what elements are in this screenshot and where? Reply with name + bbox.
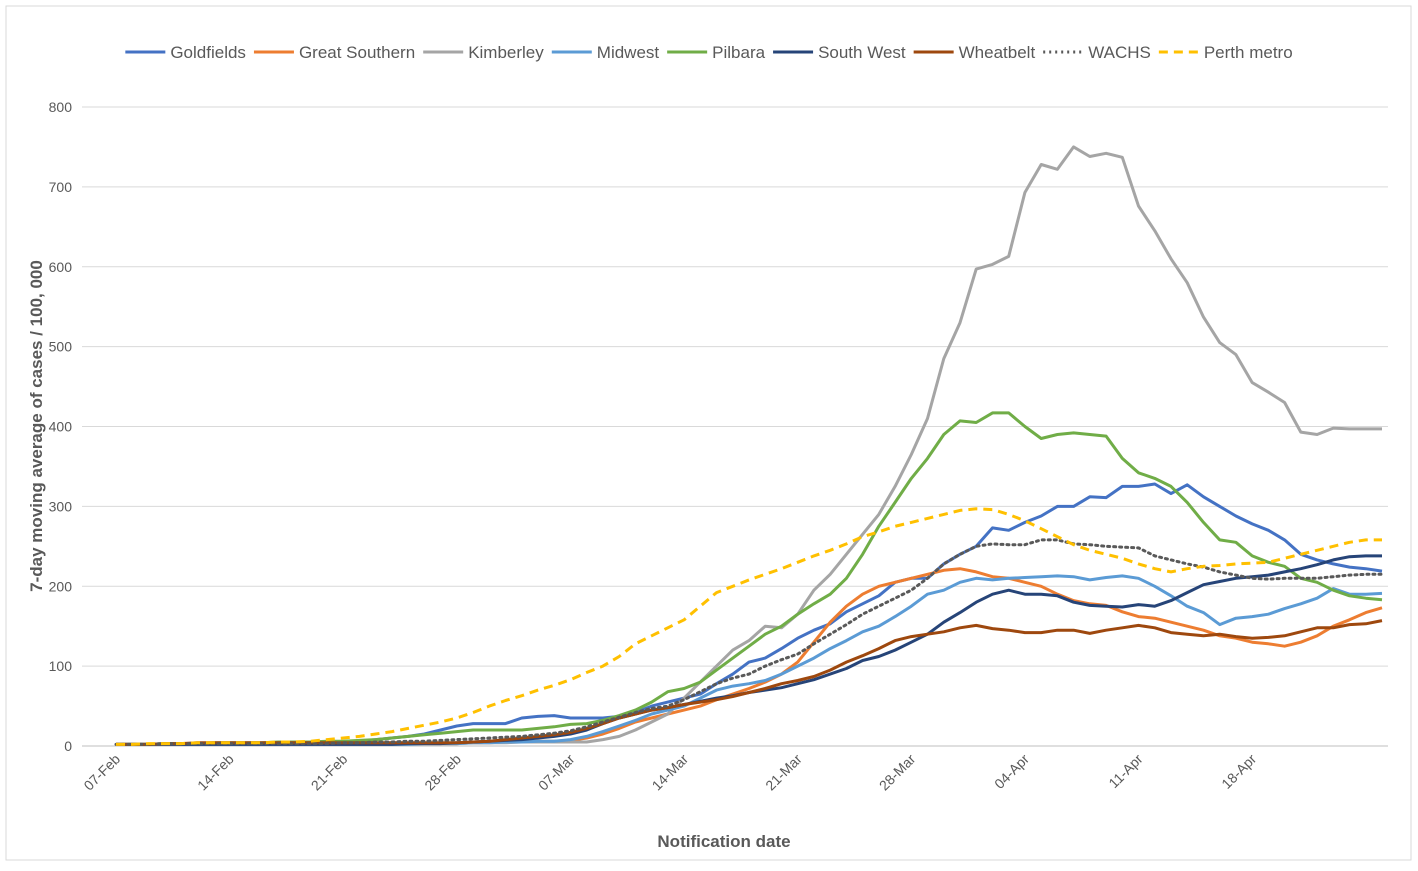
legend-label: Great Southern bbox=[299, 43, 415, 62]
y-tick-label: 800 bbox=[49, 99, 73, 115]
y-axis-title: 7-day moving average of cases / 100, 000 bbox=[27, 260, 46, 592]
series-line bbox=[116, 507, 1382, 746]
y-tick-label: 400 bbox=[49, 419, 73, 435]
series-line bbox=[114, 538, 1384, 746]
y-tick-label: 300 bbox=[49, 498, 73, 514]
legend-label: Perth metro bbox=[1204, 43, 1293, 62]
y-tick-label: 200 bbox=[49, 578, 73, 594]
y-tick-label: 0 bbox=[64, 738, 72, 754]
legend-label: Goldfields bbox=[170, 43, 246, 62]
legend-label: South West bbox=[818, 43, 906, 62]
y-tick-label: 100 bbox=[49, 658, 73, 674]
legend-label: WACHS bbox=[1088, 43, 1151, 62]
y-tick-label: 700 bbox=[49, 179, 73, 195]
x-axis-title: Notification date bbox=[657, 832, 790, 851]
y-tick-label: 600 bbox=[49, 259, 73, 275]
legend-label: Wheatbelt bbox=[959, 43, 1036, 62]
chart-border bbox=[5, 5, 1412, 861]
legend-label: Kimberley bbox=[468, 43, 544, 62]
y-tick-label: 500 bbox=[49, 339, 73, 355]
legend-label: Midwest bbox=[597, 43, 660, 62]
series-line bbox=[116, 411, 1383, 746]
legend-label: Pilbara bbox=[712, 43, 765, 62]
